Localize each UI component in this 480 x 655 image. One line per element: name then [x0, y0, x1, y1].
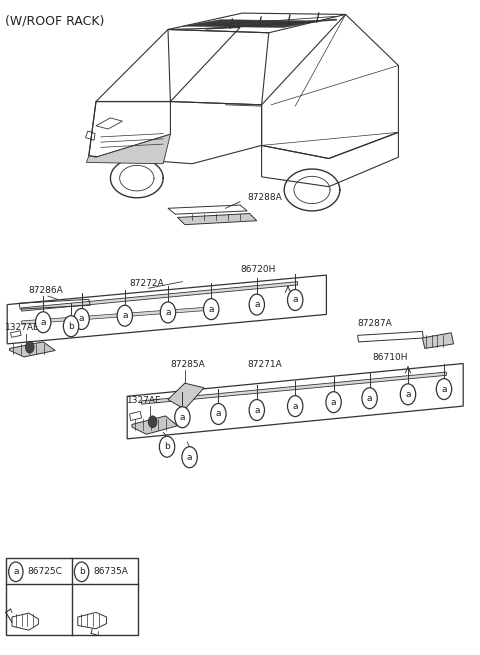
Text: a: a — [13, 567, 19, 576]
Text: a: a — [180, 413, 185, 422]
Polygon shape — [10, 342, 55, 357]
Text: b: b — [68, 322, 74, 331]
Circle shape — [249, 294, 264, 315]
Circle shape — [160, 302, 176, 323]
Polygon shape — [168, 383, 204, 409]
Text: 87285A: 87285A — [170, 360, 205, 369]
Text: a: a — [122, 311, 128, 320]
Text: 87287A: 87287A — [358, 318, 392, 328]
Circle shape — [159, 436, 175, 457]
Text: a: a — [292, 402, 298, 411]
Text: a: a — [405, 390, 411, 399]
Circle shape — [148, 416, 157, 428]
Polygon shape — [422, 333, 454, 348]
Text: 86735A: 86735A — [93, 567, 128, 576]
Text: a: a — [216, 409, 221, 419]
Text: a: a — [208, 305, 214, 314]
Circle shape — [288, 290, 303, 310]
Text: 1327AE: 1327AE — [127, 396, 162, 405]
Polygon shape — [22, 282, 298, 311]
Circle shape — [249, 400, 264, 421]
Polygon shape — [178, 214, 257, 225]
Circle shape — [288, 396, 303, 417]
Polygon shape — [22, 307, 216, 324]
Text: a: a — [441, 384, 447, 394]
Text: a: a — [40, 318, 46, 327]
Text: 87288A: 87288A — [247, 193, 282, 202]
Text: a: a — [331, 398, 336, 407]
Text: a: a — [79, 314, 84, 324]
Circle shape — [204, 299, 219, 320]
Polygon shape — [142, 372, 446, 404]
Circle shape — [362, 388, 377, 409]
Circle shape — [74, 309, 89, 329]
Circle shape — [9, 562, 23, 582]
Circle shape — [211, 403, 226, 424]
Text: b: b — [79, 567, 84, 576]
Text: 86710H: 86710H — [372, 353, 408, 362]
Circle shape — [400, 384, 416, 405]
Circle shape — [74, 562, 89, 582]
Text: 86725C: 86725C — [27, 567, 62, 576]
Circle shape — [117, 305, 132, 326]
Circle shape — [436, 379, 452, 400]
Circle shape — [175, 407, 190, 428]
Text: a: a — [254, 405, 260, 415]
Text: 87286A: 87286A — [29, 286, 63, 295]
Polygon shape — [86, 134, 170, 164]
Text: 87271A: 87271A — [247, 360, 282, 369]
Circle shape — [326, 392, 341, 413]
Circle shape — [63, 316, 79, 337]
Text: 1327AE: 1327AE — [5, 323, 39, 332]
Text: b: b — [164, 442, 170, 451]
Circle shape — [25, 341, 34, 353]
Text: 87272A: 87272A — [130, 279, 164, 288]
Text: a: a — [165, 308, 171, 317]
Text: (W/ROOF RACK): (W/ROOF RACK) — [5, 14, 104, 28]
Polygon shape — [132, 416, 178, 434]
Text: a: a — [254, 300, 260, 309]
Text: a: a — [367, 394, 372, 403]
Text: 86720H: 86720H — [240, 265, 276, 274]
Circle shape — [36, 312, 51, 333]
Text: a: a — [292, 295, 298, 305]
Text: a: a — [187, 453, 192, 462]
Circle shape — [182, 447, 197, 468]
Polygon shape — [182, 20, 322, 28]
